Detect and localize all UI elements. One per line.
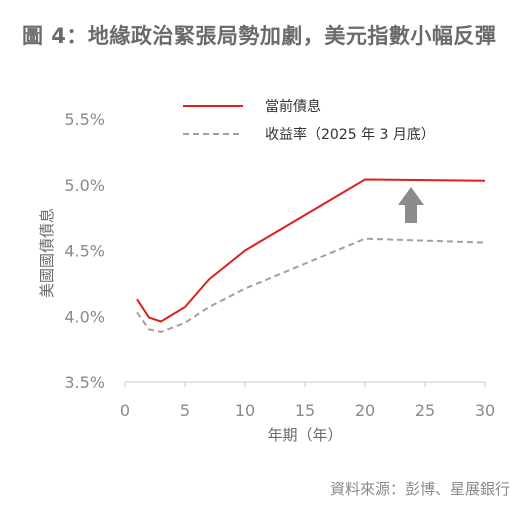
chart-title: 圖 4：地緣政治緊張局勢加劇，美元指數小幅反彈 [22, 24, 497, 48]
series-march-2025-yield-line [136, 237, 486, 333]
axes: 0 5 10 15 20 25 30 3.5% 4.0% 4.5% 5.0% 5.5% [64, 110, 495, 420]
y-axis-label: 美國國債債息 [38, 208, 56, 298]
y-tick-label: 5.5% [64, 110, 105, 129]
x-tick-label: 5 [180, 401, 190, 420]
y-tick-label: 5.0% [64, 176, 105, 195]
up-arrow-icon [398, 187, 424, 223]
legend-label: 當前債息 [265, 98, 321, 115]
x-tick-label: 10 [235, 401, 255, 420]
source-note: 資料來源：彭博、星展銀行 [329, 480, 510, 498]
series-current-yield-line [136, 178, 486, 323]
y-tick-label: 4.0% [64, 307, 105, 326]
legend-label: 收益率（2025 年 3 月底） [265, 126, 435, 143]
x-tick-label: 0 [120, 401, 130, 420]
annotation [398, 187, 424, 223]
y-tick-label: 4.5% [64, 242, 105, 261]
series-lines [136, 178, 486, 333]
x-tick-label: 15 [295, 401, 315, 420]
x-tick-label: 30 [475, 401, 495, 420]
x-tick-label: 25 [415, 401, 435, 420]
x-tick-label: 20 [355, 401, 375, 420]
y-tick-label: 3.5% [64, 373, 105, 392]
x-axis-label: 年期（年） [267, 426, 342, 444]
